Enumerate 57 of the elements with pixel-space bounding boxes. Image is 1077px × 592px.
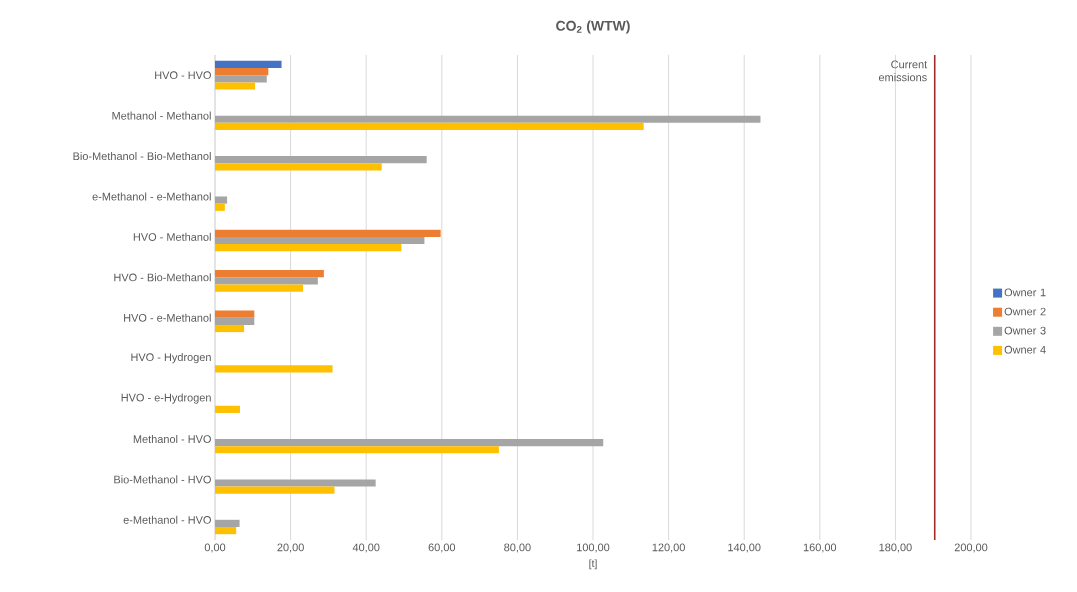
bar (215, 244, 402, 252)
bar (215, 270, 324, 278)
legend-label: Owner 4 (1004, 345, 1046, 354)
x-tick-label: 20,00 (277, 543, 304, 553)
legend-label: Owner 2 (1004, 307, 1046, 316)
bar (215, 236, 425, 245)
bar (215, 196, 228, 204)
bar (215, 438, 604, 447)
y-tick-label: e-Methanol - e-Methanol (92, 192, 211, 201)
bar (215, 527, 237, 535)
x-tick-label: 40,00 (352, 543, 380, 553)
bar (215, 60, 282, 69)
bar (215, 82, 256, 90)
x-tick-label: 160,00 (803, 543, 837, 553)
x-tick-label: 140,00 (728, 543, 761, 553)
y-tick-label: HVO - Bio-Methanol (114, 273, 211, 282)
bar (215, 405, 240, 413)
legend-label: Owner 1 (1004, 288, 1046, 297)
bar (215, 229, 441, 237)
bar (215, 317, 255, 325)
x-tick-label: 120,00 (652, 543, 685, 553)
chart-title: CO$_{2}$ (WTW) (556, 20, 630, 34)
y-tick-label: Methanol - HVO (133, 434, 211, 443)
y-tick-label: HVO - e-Methanol (124, 313, 211, 322)
legend-label: Owner 3 (1004, 326, 1046, 335)
bar (215, 122, 644, 131)
bar (215, 324, 245, 333)
bar (215, 446, 499, 454)
bar (215, 203, 225, 211)
x-tick-label: 0,00 (204, 543, 226, 553)
y-tick-label: Bio-Methanol - Bio-Methanol (73, 152, 211, 161)
bar (215, 115, 761, 123)
x-tick-label: 180,00 (879, 543, 912, 553)
x-tick-label: 60,00 (428, 543, 456, 553)
bar (215, 75, 267, 83)
bar (215, 68, 269, 76)
bar (215, 156, 427, 164)
bar (215, 310, 255, 318)
x-tick-label: 200,00 (954, 543, 988, 553)
y-tick-label: Bio-Methanol - HVO (114, 475, 211, 484)
bar (215, 277, 318, 285)
bar (215, 284, 304, 292)
bar (215, 486, 335, 494)
bar (215, 479, 376, 487)
y-tick-label: HVO - e-Hydrogen (121, 393, 211, 404)
x-tick-label: 80,00 (504, 543, 531, 553)
y-tick-label: HVO - Hydrogen (131, 353, 211, 364)
bar (215, 519, 240, 527)
y-tick-label: e-Methanol - HVO (123, 515, 211, 524)
y-tick-label: HVO - HVO (155, 71, 211, 80)
y-tick-label: HVO - Methanol (133, 232, 211, 241)
ref-line-label: Current emissions (878, 60, 928, 82)
x-axis-title: [t] (589, 559, 597, 570)
bar (215, 163, 382, 171)
x-tick-label: 100,00 (577, 543, 610, 553)
bar (215, 365, 333, 373)
y-tick-label: Methanol - Methanol (112, 111, 211, 120)
